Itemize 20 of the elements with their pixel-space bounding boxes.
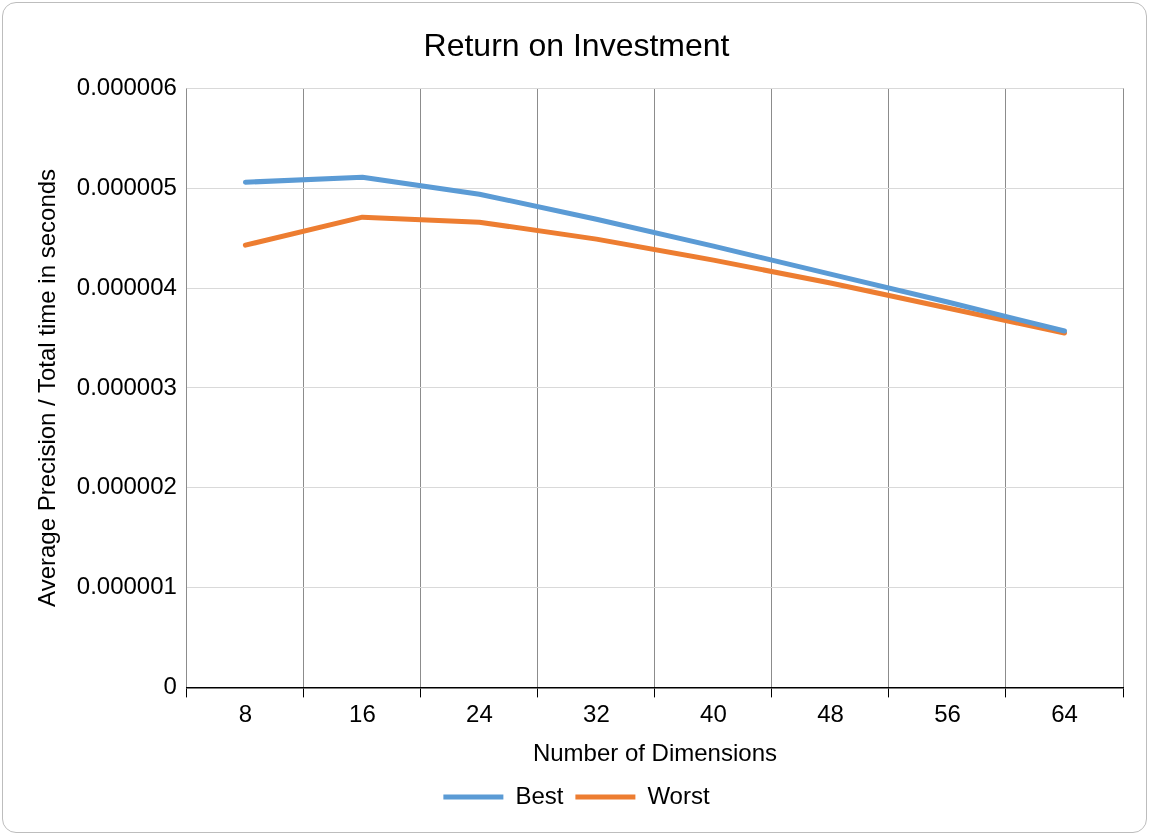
y-tick-label: 0.000002 [76, 472, 177, 500]
x-tick-label: 64 [1051, 700, 1078, 728]
x-tick-label: 56 [934, 700, 961, 728]
x-tick-label: 16 [349, 700, 376, 728]
x-tick-label: 24 [466, 700, 493, 728]
y-axis-title: Average Precision / Total time in seconds [33, 168, 61, 607]
x-axis-title: Number of Dimensions [532, 739, 777, 767]
y-tick-label: 0.000003 [76, 372, 177, 400]
legend-label: Worst [647, 781, 710, 809]
y-tick-label: 0.000005 [76, 172, 177, 200]
x-tick-label: 32 [583, 700, 610, 728]
x-tick-label: 8 [238, 700, 253, 728]
y-tick-label: 0.000004 [76, 272, 177, 300]
x-tick-label: 40 [700, 700, 727, 728]
legend-label: Best [515, 781, 564, 809]
y-tick-label: 0 [163, 672, 177, 700]
y-tick-label: 0.000001 [76, 572, 177, 600]
x-tick-label: 48 [817, 700, 844, 728]
chart-title: Return on Investment [423, 27, 730, 64]
y-tick-label: 0.000006 [76, 73, 177, 101]
